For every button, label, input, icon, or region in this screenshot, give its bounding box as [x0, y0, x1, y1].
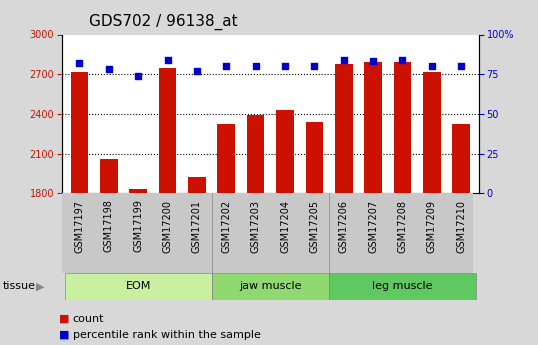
Text: GDS702 / 96138_at: GDS702 / 96138_at: [89, 14, 237, 30]
Bar: [394, 62, 411, 193]
Text: percentile rank within the sample: percentile rank within the sample: [73, 330, 260, 339]
Text: GSM17208: GSM17208: [398, 199, 407, 253]
Bar: [423, 71, 441, 193]
Text: ■: ■: [59, 330, 70, 339]
Point: [134, 73, 143, 79]
Bar: [65, 273, 211, 300]
Text: GSM17204: GSM17204: [280, 199, 290, 253]
Bar: [159, 68, 176, 193]
Point: [222, 63, 231, 69]
Bar: [217, 125, 235, 193]
Point: [163, 57, 172, 63]
Point: [281, 63, 289, 69]
Bar: [335, 63, 352, 193]
Bar: [364, 62, 382, 193]
Bar: [452, 125, 470, 193]
Text: GSM17197: GSM17197: [74, 199, 84, 253]
Bar: [70, 71, 88, 193]
Text: GSM17205: GSM17205: [309, 199, 320, 253]
Point: [339, 57, 348, 63]
Text: GSM17207: GSM17207: [368, 199, 378, 253]
Text: count: count: [73, 314, 104, 324]
Bar: [276, 110, 294, 193]
Text: jaw muscle: jaw muscle: [239, 282, 302, 291]
Text: tissue: tissue: [3, 282, 36, 291]
Text: leg muscle: leg muscle: [372, 282, 433, 291]
Text: GSM17201: GSM17201: [192, 199, 202, 253]
Bar: [247, 115, 265, 193]
Bar: [329, 273, 476, 300]
Text: GSM17203: GSM17203: [251, 199, 261, 253]
Text: GSM17202: GSM17202: [221, 199, 231, 253]
Point: [428, 63, 436, 69]
Point: [104, 67, 113, 72]
Text: GSM17209: GSM17209: [427, 199, 437, 253]
Bar: [211, 273, 329, 300]
Point: [251, 63, 260, 69]
Point: [369, 59, 378, 64]
Text: EOM: EOM: [125, 282, 151, 291]
Point: [457, 63, 465, 69]
Text: GSM17199: GSM17199: [133, 199, 143, 253]
Bar: [130, 189, 147, 193]
Point: [310, 63, 318, 69]
Point: [75, 60, 84, 66]
Text: ▶: ▶: [36, 282, 45, 291]
Bar: [188, 177, 206, 193]
Text: ■: ■: [59, 314, 70, 324]
Text: GSM17198: GSM17198: [104, 199, 114, 253]
Text: GSM17206: GSM17206: [339, 199, 349, 253]
Point: [193, 68, 201, 74]
Text: GSM17210: GSM17210: [456, 199, 466, 253]
Bar: [100, 159, 118, 193]
Point: [398, 57, 407, 63]
Bar: [306, 122, 323, 193]
Text: GSM17200: GSM17200: [162, 199, 173, 253]
